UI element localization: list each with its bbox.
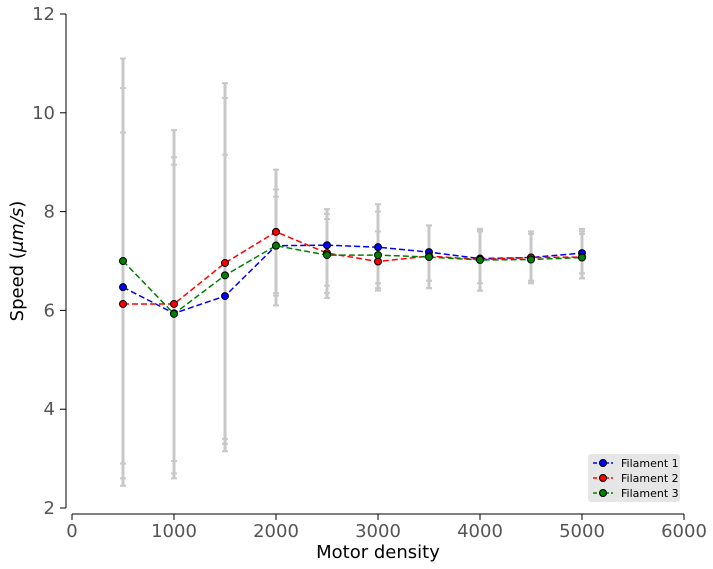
data-point bbox=[119, 283, 127, 292]
legend-label: Filament 3 bbox=[621, 487, 679, 500]
y-axis-title-prefix: Speed ( bbox=[7, 252, 28, 321]
y-tick-label: 10 bbox=[32, 103, 55, 124]
y-tick-label: 2 bbox=[44, 498, 55, 519]
legend-marker bbox=[599, 459, 607, 467]
y-axis-title-suffix: ) bbox=[7, 201, 28, 208]
data-point bbox=[476, 256, 484, 265]
data-point bbox=[578, 253, 586, 262]
legend-label: Filament 2 bbox=[621, 472, 679, 485]
data-point bbox=[323, 241, 331, 250]
x-ticks: 0 1000 2000 3000 4000 5000 6000 bbox=[66, 514, 707, 542]
x-axis-title: Motor density bbox=[316, 542, 440, 563]
x-tick-label: 5000 bbox=[559, 521, 605, 542]
data-point bbox=[272, 227, 280, 236]
series-line-2 bbox=[123, 231, 583, 305]
y-tick-label: 8 bbox=[44, 202, 55, 223]
data-point bbox=[119, 257, 127, 265]
series-line-1 bbox=[122, 244, 583, 315]
x-tick-label: 2000 bbox=[253, 521, 299, 542]
data-point bbox=[221, 271, 229, 280]
y-axis-title-unit: μm/s bbox=[7, 208, 28, 253]
legend: Filament 1 Filament 2 Filament 3 bbox=[588, 454, 680, 502]
data-point bbox=[425, 253, 433, 262]
legend-items: Filament 1 Filament 2 Filament 3 bbox=[593, 457, 679, 500]
y-axis-title: Speed (μm/s) bbox=[7, 201, 28, 322]
data-point bbox=[527, 255, 535, 264]
x-tick-label: 1000 bbox=[151, 521, 197, 542]
legend-marker bbox=[599, 474, 607, 482]
error-bars bbox=[120, 57, 585, 487]
y-tick-label: 12 bbox=[32, 4, 55, 25]
data-point bbox=[323, 251, 331, 260]
x-tick-label: 6000 bbox=[661, 521, 707, 542]
y-tick-label: 6 bbox=[44, 300, 55, 321]
series-lines bbox=[122, 231, 583, 315]
legend-marker bbox=[599, 489, 607, 497]
data-point bbox=[170, 299, 178, 308]
series-points bbox=[119, 227, 586, 318]
data-point bbox=[119, 299, 127, 308]
data-point bbox=[221, 292, 229, 301]
legend-box bbox=[588, 454, 680, 502]
data-point bbox=[221, 258, 229, 267]
data-point bbox=[272, 241, 280, 250]
x-tick-label: 0 bbox=[66, 521, 77, 542]
data-point bbox=[170, 309, 178, 318]
x-tick-label: 4000 bbox=[457, 521, 503, 542]
legend-label: Filament 1 bbox=[621, 457, 679, 470]
y-ticks: 2 4 6 8 10 12 bbox=[32, 4, 66, 519]
data-point bbox=[374, 251, 382, 260]
series-line-3 bbox=[122, 244, 583, 315]
data-point bbox=[374, 243, 382, 252]
y-tick-label: 4 bbox=[44, 399, 55, 420]
x-tick-label: 3000 bbox=[355, 521, 401, 542]
